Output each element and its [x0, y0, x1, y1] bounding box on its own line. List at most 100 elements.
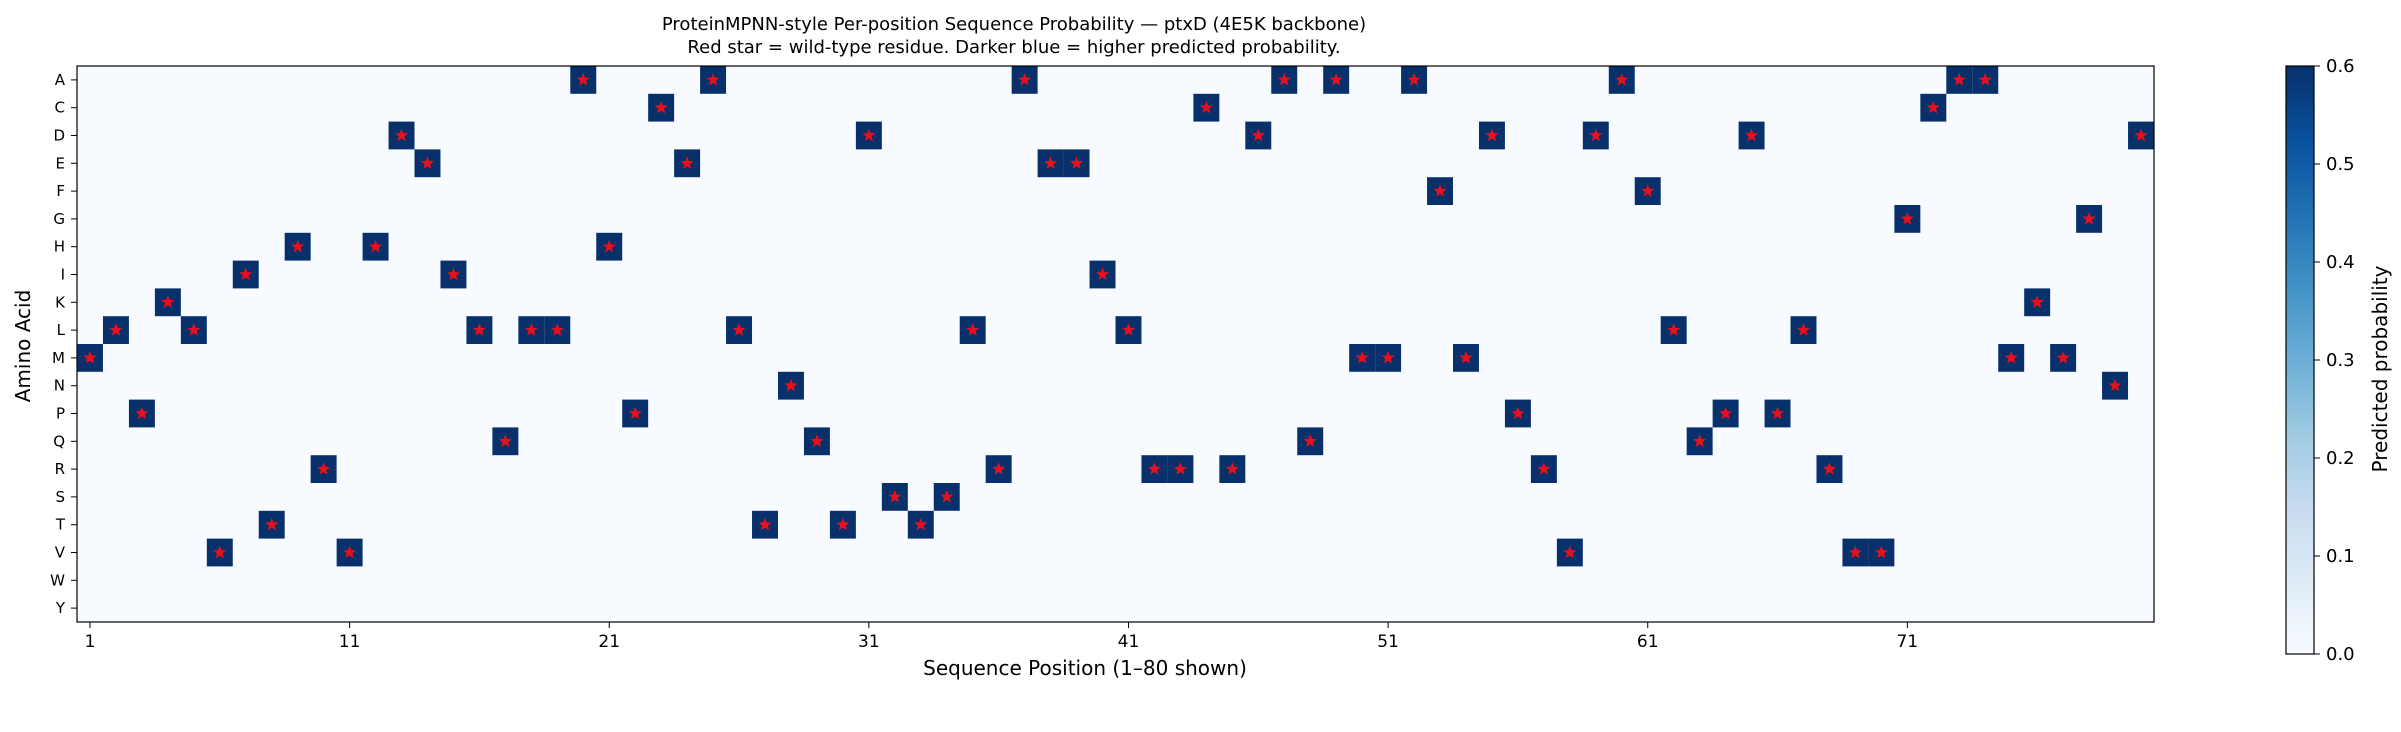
wildtype-star-4-K: [161, 295, 175, 308]
wildtype-star-56-P: [1511, 406, 1525, 420]
y-tick-label: F: [56, 182, 65, 200]
y-tick-label: E: [56, 154, 65, 172]
wildtype-star-13-D: [394, 128, 409, 142]
wildtype-star-45-R: [1225, 462, 1239, 475]
wildtype-star-62-L: [1667, 323, 1681, 336]
wildtype-star-21-H: [602, 239, 616, 253]
wildtype-star-16-L: [472, 323, 487, 336]
wildtype-star-67-L: [1796, 323, 1811, 336]
wildtype-star-20-A: [576, 72, 590, 86]
colorbar-tick-label: 0.0: [2326, 644, 2355, 665]
x-tick-label: 1: [85, 632, 96, 652]
y-tick-label: Y: [55, 599, 66, 617]
wildtype-star-28-N: [784, 378, 798, 392]
y-tick-label: L: [57, 321, 66, 339]
x-tick-label: 31: [858, 632, 880, 652]
wildtype-star-35-L: [966, 323, 980, 336]
plot-frame: [76, 65, 2155, 623]
y-tick-label: K: [55, 293, 66, 311]
y-tick-label: V: [55, 544, 66, 562]
wildtype-star-10-R: [316, 462, 331, 475]
wildtype-star-61-F: [1641, 184, 1655, 197]
wildtype-star-3-P: [135, 406, 149, 420]
wildtype-star-69-V: [1848, 545, 1863, 559]
y-tick-label: G: [53, 210, 65, 228]
wildtype-star-47-A: [1277, 72, 1291, 86]
y-tick-label: H: [54, 238, 65, 256]
wildtype-star-22-P: [628, 406, 642, 420]
wildtype-star-72-C: [1926, 100, 1940, 114]
wildtype-star-41-L: [1121, 323, 1136, 336]
wildtype-star-55-D: [1485, 128, 1499, 142]
x-axis-label: Sequence Position (1–80 shown): [923, 656, 1247, 680]
y-axis-label: Amino Acid: [11, 290, 35, 403]
y-tick-label: T: [55, 516, 66, 534]
wildtype-star-24-E: [680, 156, 694, 169]
wildtype-star-75-M: [2004, 350, 2018, 364]
wildtype-star-30-T: [836, 517, 850, 531]
colorbar-ticks: 0.0 0.1 0.2 0.3 0.4 0.5 0.6: [2314, 56, 2355, 665]
wildtype-star-32-S: [888, 489, 902, 503]
wildtype-star-1-M: [83, 350, 97, 364]
wildtype-star-64-P: [1718, 406, 1733, 420]
wildtype-star-73-A: [1952, 72, 1966, 86]
wildtype-star-60-A: [1615, 72, 1629, 86]
wildtype-star-5-L: [187, 323, 201, 336]
y-tick-label: D: [53, 127, 65, 145]
wildtype-star-33-T: [914, 517, 928, 531]
wildtype-star-49-A: [1329, 72, 1343, 86]
wildtype-star-74-A: [1978, 72, 1992, 86]
wildtype-star-29-Q: [810, 434, 824, 447]
wildtype-star-18-L: [524, 323, 538, 336]
colorbar-tick-label: 0.4: [2326, 252, 2355, 273]
x-axis-ticks: 1 11 21 31 41 51 61 71: [85, 622, 1918, 652]
wildtype-star-19-L: [550, 323, 564, 336]
wildtype-star-80-D: [2134, 128, 2148, 142]
wildtype-star-27-T: [758, 517, 772, 531]
wildtype-star-42-R: [1147, 462, 1162, 475]
wildtype-star-37-A: [1017, 72, 1032, 86]
chart-subtitle: Red star = wild-type residue. Darker blu…: [687, 37, 1340, 58]
y-tick-label: M: [52, 349, 65, 367]
y-tick-label: C: [55, 99, 65, 117]
wildtype-star-14-E: [420, 156, 435, 169]
wildtype-star-31-D: [862, 128, 876, 142]
y-tick-label: R: [55, 460, 65, 478]
colorbar-tick-label: 0.2: [2326, 448, 2355, 469]
y-tick-label: W: [50, 571, 65, 589]
y-tick-label: N: [54, 377, 65, 395]
wildtype-star-58-V: [1563, 545, 1577, 559]
colorbar-label: Predicted probability: [2368, 265, 2392, 472]
wildtype-star-71-G: [1900, 211, 1915, 225]
wildtype-star-79-N: [2108, 378, 2122, 392]
wildtype-star-59-D: [1589, 128, 1603, 142]
wildtype-star-34-S: [940, 489, 954, 503]
wildtype-star-15-I: [446, 267, 461, 281]
wildtype-star-17-Q: [498, 434, 513, 447]
wildtype-star-63-Q: [1693, 434, 1707, 447]
wildtype-star-78-G: [2082, 211, 2096, 225]
wildtype-star-53-F: [1433, 184, 1447, 197]
wildtype-star-44-C: [1199, 100, 1214, 114]
y-tick-label: Q: [53, 432, 65, 450]
wildtype-star-25-A: [706, 72, 720, 86]
wildtype-star-12-H: [368, 239, 383, 253]
wildtype-star-50-M: [1355, 350, 1369, 364]
wildtype-star-43-R: [1173, 462, 1188, 475]
colorbar-tick-label: 0.5: [2326, 154, 2355, 175]
wildtype-star-77-M: [2056, 350, 2070, 364]
y-tick-label: A: [55, 71, 66, 89]
x-tick-label: 51: [1377, 632, 1399, 652]
y-tick-label: P: [56, 405, 65, 423]
wildtype-star-76-K: [2030, 295, 2044, 308]
wildtype-star-8-T: [265, 517, 279, 531]
wildtype-star-52-A: [1407, 72, 1421, 86]
wildtype-star-48-Q: [1303, 434, 1317, 447]
x-tick-label: 41: [1118, 632, 1140, 652]
wildtype-star-51-M: [1381, 350, 1395, 364]
colorbar: [2286, 66, 2314, 654]
wildtype-star-11-V: [342, 545, 357, 559]
x-tick-label: 11: [339, 632, 361, 652]
